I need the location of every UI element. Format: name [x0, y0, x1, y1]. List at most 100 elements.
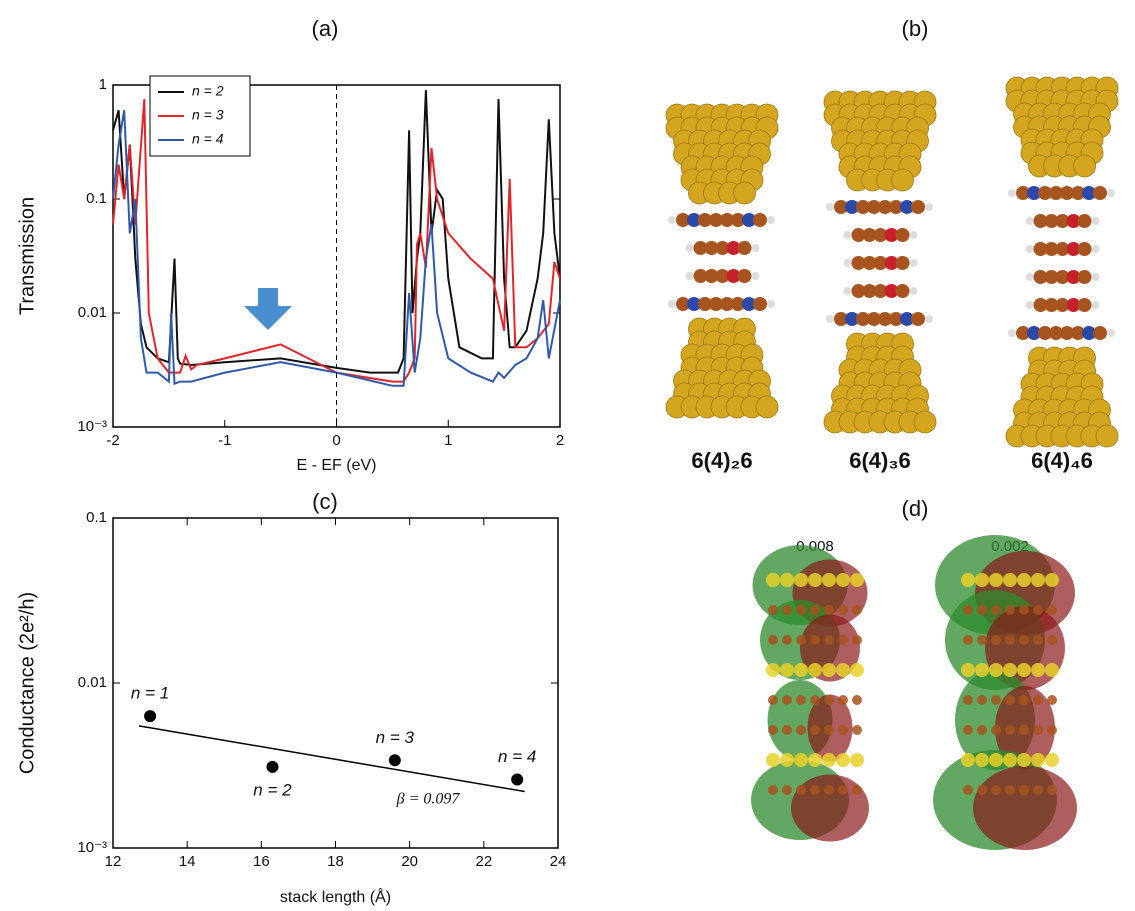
atom: [794, 663, 808, 677]
atom: [668, 216, 676, 224]
atom: [1019, 725, 1029, 735]
atom: [844, 259, 852, 267]
atom: [826, 203, 834, 211]
atom: [991, 635, 1001, 645]
y-axis-label: Transmission: [16, 197, 38, 315]
atom: [850, 573, 864, 587]
atom: [1047, 605, 1057, 615]
atom: [752, 244, 760, 252]
panel-title: (a): [312, 16, 339, 41]
atom: [1045, 573, 1059, 587]
y-tick-label: 0.01: [78, 674, 107, 691]
atom: [836, 753, 850, 767]
atom: [1078, 242, 1092, 256]
atom: [1033, 605, 1043, 615]
x-tick-label: 16: [253, 853, 270, 870]
atom: [975, 753, 989, 767]
atom: [991, 605, 1001, 615]
atom: [852, 695, 862, 705]
atom: [991, 725, 1001, 735]
atom: [1026, 273, 1034, 281]
atom: [780, 573, 794, 587]
atom: [1008, 189, 1016, 197]
atom: [768, 725, 778, 735]
atom: [989, 753, 1003, 767]
atom: [796, 725, 806, 735]
atom: [824, 725, 834, 735]
figure: (a) (c) (b) (d) 6(4)₂6 6(4)₃6 6(4)₄6 0.0…: [0, 0, 1135, 911]
atom: [822, 663, 836, 677]
atom: [838, 725, 848, 735]
atom: [1019, 785, 1029, 795]
gold-atom: [734, 182, 756, 204]
atom: [768, 695, 778, 705]
atom: [963, 725, 973, 735]
y-axis-label: Conductance (2e²/h): [16, 592, 38, 774]
y-tick-label: 10⁻³: [77, 418, 107, 435]
atom: [822, 573, 836, 587]
atom: [782, 635, 792, 645]
atom: [1017, 573, 1031, 587]
atom: [767, 216, 775, 224]
atom: [961, 663, 975, 677]
annotation: β = 0.097: [396, 791, 461, 808]
atom: [989, 663, 1003, 677]
panel-title: (d): [902, 496, 929, 521]
atom: [766, 753, 780, 767]
atom: [824, 605, 834, 615]
atom: [810, 605, 820, 615]
atom: [963, 605, 973, 615]
atom: [989, 573, 1003, 587]
atom: [1005, 695, 1015, 705]
atom: [991, 695, 1001, 705]
plot-frame: [113, 518, 558, 848]
atom: [1078, 214, 1092, 228]
orbital-lobe: [791, 775, 869, 842]
atom: [808, 753, 822, 767]
atom: [1026, 217, 1034, 225]
atom: [1026, 245, 1034, 253]
atom: [977, 695, 987, 705]
gold-atom: [756, 396, 778, 418]
y-tick-label: 0.1: [86, 509, 107, 526]
atom: [753, 297, 767, 311]
atom: [686, 244, 694, 252]
atom: [1005, 725, 1015, 735]
atom: [1033, 785, 1043, 795]
panel-title: (b): [902, 16, 929, 41]
atom: [810, 695, 820, 705]
atom: [911, 200, 925, 214]
x-tick-label: -1: [218, 432, 231, 449]
atom: [1092, 217, 1100, 225]
atom: [910, 231, 918, 239]
atom: [1093, 326, 1107, 340]
atom: [1033, 635, 1043, 645]
atom: [896, 284, 910, 298]
atom: [1003, 753, 1017, 767]
y-tick-label: 1: [99, 76, 107, 93]
atom: [782, 695, 792, 705]
atom: [1031, 663, 1045, 677]
atom: [844, 231, 852, 239]
atom: [782, 605, 792, 615]
atom: [826, 315, 834, 323]
atom: [796, 635, 806, 645]
atom: [768, 605, 778, 615]
arrow: [244, 288, 292, 330]
atom: [1047, 725, 1057, 735]
atom: [808, 663, 822, 677]
atom: [1017, 753, 1031, 767]
atom: [810, 725, 820, 735]
atom: [1092, 301, 1100, 309]
atom: [1045, 753, 1059, 767]
atom: [794, 573, 808, 587]
legend-label: n = 2: [192, 83, 224, 99]
atom: [753, 213, 767, 227]
gold-atom: [892, 169, 914, 191]
atom: [910, 287, 918, 295]
atom: [850, 663, 864, 677]
atom: [752, 272, 760, 280]
atom: [1047, 635, 1057, 645]
atom: [1045, 663, 1059, 677]
atom: [852, 605, 862, 615]
